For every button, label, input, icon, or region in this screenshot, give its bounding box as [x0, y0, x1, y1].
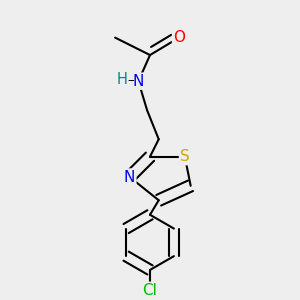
Text: O: O: [173, 30, 185, 45]
Text: Cl: Cl: [142, 283, 158, 298]
Text: N: N: [124, 169, 135, 184]
Text: S: S: [180, 149, 190, 164]
Text: N: N: [133, 74, 144, 89]
Text: H: H: [117, 72, 128, 87]
Text: –: –: [127, 74, 134, 87]
